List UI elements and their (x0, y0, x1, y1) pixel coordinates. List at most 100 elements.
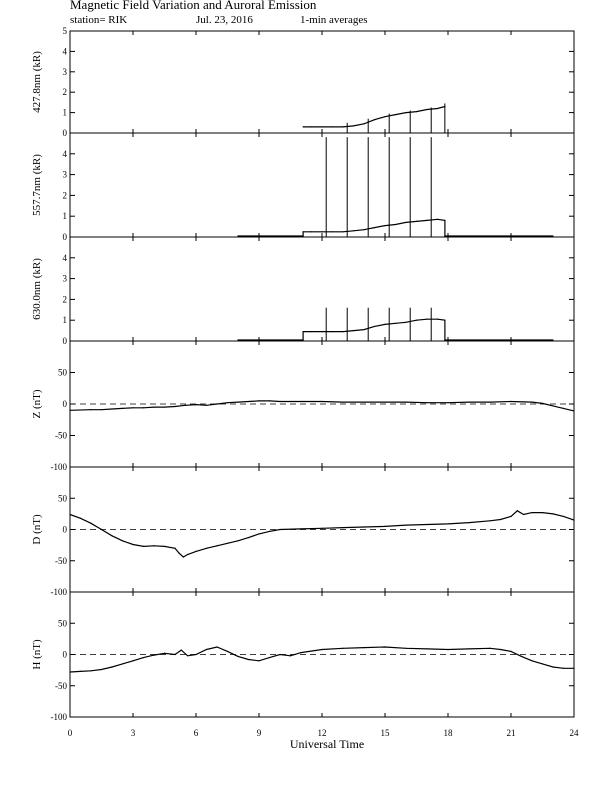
data-point (69, 513, 71, 516)
data-point (468, 648, 470, 650)
data-point (363, 526, 365, 528)
data-point (573, 667, 575, 669)
data-point (302, 339, 304, 341)
data-point (520, 655, 523, 657)
y-tick-label: 1 (63, 211, 68, 221)
data-point (205, 404, 208, 406)
y-tick-label: 0 (63, 128, 68, 138)
data-point (384, 525, 386, 527)
data-point (331, 231, 334, 233)
data-point (279, 653, 281, 656)
data-point (562, 667, 565, 669)
data-point (163, 545, 166, 547)
data-point (405, 647, 407, 649)
data-point (163, 406, 166, 408)
y-tick-label: -100 (51, 462, 68, 472)
y-tick-label: 1 (63, 108, 68, 118)
data-point (384, 116, 386, 118)
panels-group: 0 1 2 3 4 5 427.8nm (kR) 0 1 2 3 4 557.7nm (kR) 0 1 2 3 4… (31, 26, 575, 722)
data-point (195, 404, 197, 406)
data-point (531, 660, 533, 662)
data-point (321, 527, 323, 529)
data-point (468, 401, 470, 403)
data-line (69, 510, 575, 558)
y-tick-label: -100 (51, 712, 68, 722)
y-tick-label: 50 (58, 618, 68, 628)
data-point (100, 528, 103, 531)
y-tick-label: 3 (63, 274, 68, 284)
panel-3: 0 1 2 3 4 630.0nm (kR) (31, 236, 575, 346)
data-point (153, 406, 155, 408)
data-point (426, 219, 428, 221)
y-tick-label: -50 (55, 431, 67, 441)
data-point (180, 649, 182, 651)
data-point (302, 126, 304, 128)
data-point (237, 339, 239, 341)
data-point (447, 523, 449, 525)
data-point (405, 401, 407, 403)
data-point (302, 331, 304, 333)
data-point (510, 400, 512, 403)
data-point (405, 524, 407, 526)
data-line (69, 646, 574, 673)
data-point (237, 235, 239, 237)
data-point (394, 114, 397, 116)
y-tick-label: 4 (63, 46, 68, 56)
data-point (499, 648, 502, 651)
data-point (268, 657, 271, 659)
data-point (321, 231, 323, 233)
data-point (384, 224, 386, 227)
data-point (321, 400, 323, 403)
y-tick-label: 2 (63, 190, 68, 200)
data-point (69, 671, 71, 673)
data-point (373, 119, 376, 121)
data-point (523, 513, 525, 516)
data-point (363, 123, 365, 125)
data-point (279, 400, 281, 403)
data-point (279, 528, 281, 531)
y-tick-label: -50 (55, 556, 67, 566)
data-point (552, 405, 554, 407)
panel-4: -100 -50 0 50 Z (nT) (31, 340, 575, 472)
data-point (342, 401, 344, 403)
data-point (90, 670, 92, 672)
data-point (510, 650, 512, 652)
y-tick-label: 0 (63, 399, 68, 409)
data-point (573, 410, 575, 412)
data-point (153, 545, 155, 547)
data-point (436, 107, 439, 110)
data-point (352, 330, 355, 332)
data-point (541, 663, 544, 665)
data-point (226, 542, 229, 544)
data-point (153, 654, 155, 656)
data-point (226, 402, 229, 404)
x-tick-label: 18 (444, 728, 454, 738)
data-point (321, 126, 323, 128)
data-point (516, 510, 518, 512)
data-point (426, 523, 428, 526)
data-point (195, 653, 197, 656)
x-axis-label: Universal Time (290, 737, 364, 751)
data-point (352, 125, 355, 127)
data-point (405, 221, 407, 224)
data-point (321, 648, 323, 651)
panel-frame (69, 132, 575, 238)
data-point (111, 535, 113, 537)
data-point (415, 319, 418, 321)
x-tick-label: 24 (570, 728, 580, 738)
data-point (363, 647, 365, 649)
panel-1: 0 1 2 3 4 5 427.8nm (kR) (31, 26, 575, 138)
y-tick-label: 3 (63, 67, 68, 77)
y-tick-label: -100 (51, 587, 68, 597)
chart-title: Magnetic Field Variation and Auroral Emi… (70, 0, 317, 12)
data-point (373, 325, 376, 328)
data-point (447, 402, 449, 404)
data-point (552, 666, 554, 668)
data-point (489, 401, 491, 403)
data-point (237, 540, 239, 542)
data-point (436, 218, 439, 220)
panel-2: 0 1 2 3 4 557.7nm (kR) (31, 132, 575, 242)
x-tick-label: 0 (68, 728, 73, 738)
data-point (444, 219, 446, 221)
